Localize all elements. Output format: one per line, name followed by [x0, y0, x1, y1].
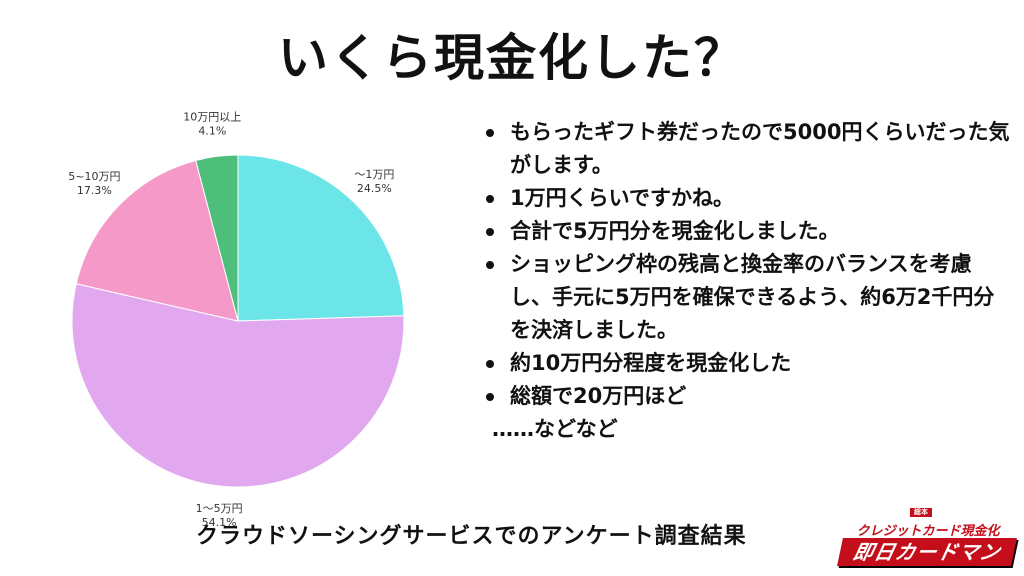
- logo-tag: 総本: [910, 508, 932, 517]
- pie-slice-value-label: 54.1%: [202, 516, 237, 529]
- comment-list: もらったギフト券だったので5000円くらいだった気がします。 1万円くらいですか…: [482, 116, 1012, 446]
- pie-slice: [75, 159, 239, 322]
- brand-logo: 総本 クレジットカード現金化 即日カードマン: [836, 508, 1017, 570]
- logo-bottom-text: 即日カードマン: [837, 538, 1017, 566]
- pie-slice-value-label: 17.3%: [77, 184, 112, 197]
- pie-slice: [71, 283, 405, 488]
- pie-slice: [237, 154, 405, 322]
- closing-note: ……などなど: [492, 417, 618, 441]
- pie-slice-label: 10万円以上: [183, 111, 241, 124]
- comment-item: もらったギフト券だったので5000円くらいだった気がします。: [482, 116, 1012, 182]
- pie-chart: ～1万円 24.5% 1～5万円 54.1% 5~10万円 17.3% 10万円以上 4.1%: [0, 110, 470, 530]
- logo-top-text: クレジットカード現金化: [856, 524, 1000, 539]
- pie-slice: [195, 154, 239, 322]
- comment-item: 総額で20万円ほど: [482, 380, 1012, 413]
- pie-slice-value-label: 24.5%: [357, 182, 392, 195]
- page-title: いくら現金化した？: [278, 29, 746, 87]
- comment-item: ショッピング枠の残高と換金率のバランスを考慮し、手元に5万円を確保できるよう、約…: [482, 248, 1012, 347]
- comment-item: 1万円くらいですかね。: [482, 182, 1012, 215]
- comment-item: 約10万円分程度を現金化した: [482, 347, 1012, 380]
- pie-slice-label: 1～5万円: [196, 502, 243, 515]
- pie-slice-label: 5~10万円: [68, 170, 120, 183]
- comment-item: 合計で5万円分を現金化しました。: [482, 215, 1012, 248]
- survey-source-caption: クラウドソーシングサービスでのアンケート調査結果: [196, 524, 747, 549]
- pie-slice-label: ～1万円: [354, 168, 394, 181]
- pie-slice-value-label: 4.1%: [198, 125, 226, 138]
